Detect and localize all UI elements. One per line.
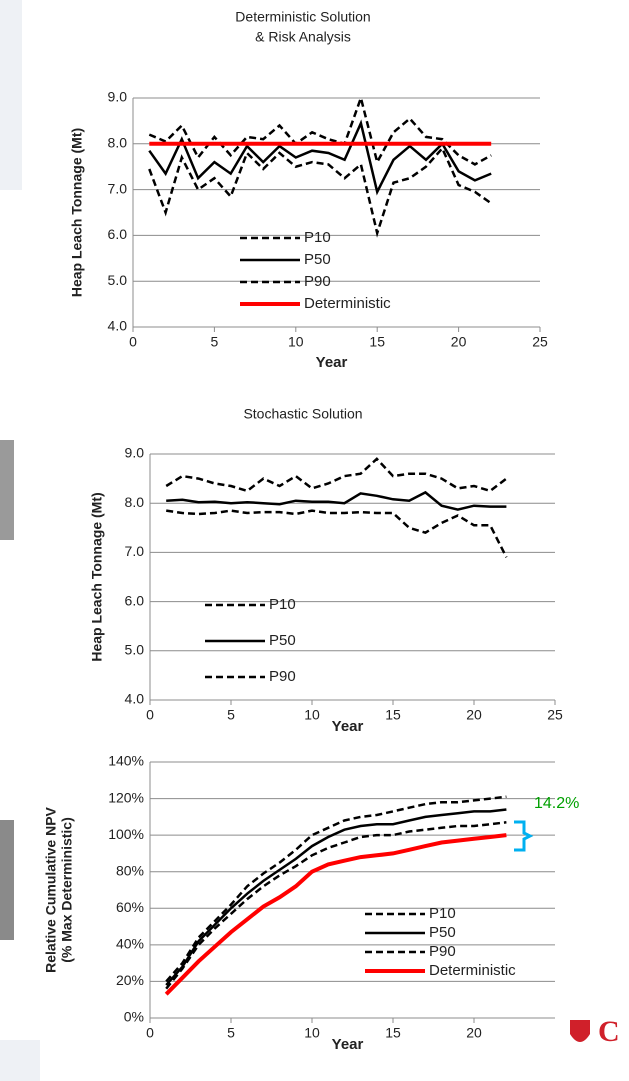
series-line [166, 509, 508, 558]
logo-letter: C [598, 1015, 620, 1048]
series-line [166, 490, 507, 511]
y-tick-label: 4.0 [108, 318, 128, 334]
series-line [164, 833, 507, 996]
series-line [148, 119, 492, 196]
x-tick-label: 0 [146, 1025, 154, 1041]
y-tick-label: 7.0 [108, 180, 128, 196]
y-tick-label: 9.0 [108, 89, 128, 105]
legend-label: P50 [269, 632, 296, 649]
x-tick-label: 10 [288, 334, 304, 350]
y-tick-label: 5.0 [125, 642, 145, 658]
chart-title: Stochastic Solution [243, 406, 362, 422]
series-line [165, 821, 507, 990]
legend-label: P10 [269, 596, 296, 613]
y-tick-label: 20% [116, 972, 144, 988]
y-axis-label: Heap Leach Tonnage (Mt) [89, 492, 105, 661]
y-tick-label: 6.0 [125, 592, 145, 608]
chart-title: Deterministic Solution [235, 9, 370, 25]
x-tick-label: 20 [451, 334, 467, 350]
series-line [148, 93, 492, 166]
side-image [0, 820, 14, 940]
x-tick-label: 5 [211, 334, 219, 350]
legend-label: P90 [304, 273, 331, 290]
y-tick-label: 7.0 [125, 543, 145, 559]
y-tick-label: 100% [108, 826, 144, 842]
legend-label: Deterministic [429, 962, 516, 979]
bracket [514, 820, 534, 852]
legend-label: P50 [429, 924, 456, 941]
x-tick-label: 0 [146, 707, 154, 723]
x-axis-label: Year [332, 718, 364, 735]
y-tick-label: 8.0 [108, 135, 128, 151]
side-panel [0, 1040, 40, 1081]
y-tick-label: 60% [116, 899, 144, 915]
legend-label: P50 [304, 251, 331, 268]
annotation: 14.2% [534, 795, 579, 812]
y-axis-label: Relative Cumulative NPV [43, 806, 59, 972]
y-axis-label: (% Max Deterministic) [59, 817, 75, 962]
x-axis-label: Year [316, 354, 348, 371]
side-image [0, 440, 14, 540]
chart-title: & Risk Analysis [255, 29, 351, 45]
legend-label: P10 [304, 229, 331, 246]
x-tick-label: 25 [532, 334, 548, 350]
x-axis-label: Year [332, 1036, 364, 1053]
x-tick-label: 5 [227, 707, 235, 723]
x-tick-label: 10 [304, 1025, 320, 1041]
x-tick-label: 25 [547, 707, 563, 723]
y-tick-label: 80% [116, 862, 144, 878]
y-tick-label: 4.0 [125, 691, 145, 707]
y-tick-label: 40% [116, 936, 144, 952]
legend-label: P10 [429, 905, 456, 922]
side-panel [0, 0, 22, 190]
series-line [165, 808, 507, 986]
x-tick-label: 20 [466, 707, 482, 723]
y-tick-label: 120% [108, 789, 144, 805]
legend-label: P90 [269, 668, 296, 685]
x-tick-label: 10 [304, 707, 320, 723]
series-line [165, 795, 507, 983]
y-tick-label: 5.0 [108, 272, 128, 288]
series-line [165, 457, 508, 493]
y-tick-label: 8.0 [125, 494, 145, 510]
x-tick-label: 5 [227, 1025, 235, 1041]
y-tick-label: 140% [108, 753, 144, 769]
legend-label: P90 [429, 943, 456, 960]
legend-label: Deterministic [304, 295, 391, 312]
x-tick-label: 15 [385, 707, 401, 723]
y-axis-label: Heap Leach Tonnage (Mt) [69, 128, 85, 297]
series-line [148, 146, 492, 238]
y-tick-label: 9.0 [125, 445, 145, 461]
x-tick-label: 15 [385, 1025, 401, 1041]
x-tick-label: 20 [466, 1025, 482, 1041]
x-tick-label: 15 [369, 334, 385, 350]
logo-shield [570, 1020, 590, 1042]
x-tick-label: 0 [129, 334, 137, 350]
y-tick-label: 0% [124, 1009, 144, 1025]
y-tick-label: 6.0 [108, 226, 128, 242]
